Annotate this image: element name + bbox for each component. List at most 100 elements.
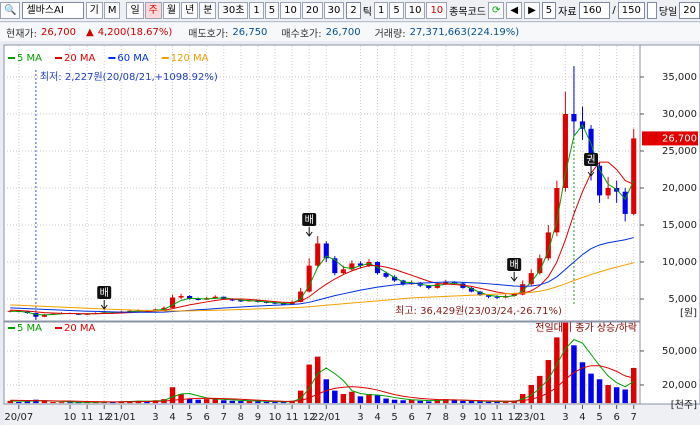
event-label: 배 [100,287,109,299]
max-count-input[interactable]: 150 [617,2,645,19]
volume-bar [16,401,22,404]
event-arrow [100,300,108,310]
tick-button[interactable]: 1 [373,2,389,19]
minute-button[interactable]: 10 [280,2,301,19]
candle-body [349,263,355,270]
period-button[interactable]: 주 [144,2,162,19]
minute-button[interactable]: 30초 [218,2,249,19]
x-tick-label: 4 [579,412,585,423]
tick-button[interactable]: 10 [404,2,426,19]
x-tick-label: 8 [443,412,449,423]
candle-body [494,296,500,298]
volume-bar [255,401,261,404]
period-button[interactable]: 월 [162,2,181,19]
y-tick-label: 15,000 [662,220,697,231]
refresh-button[interactable]: ⟳ [487,2,505,19]
y-tick-label: 50,000 [662,346,697,357]
volume-bar [110,402,116,404]
x-tick-label: 3 [562,412,568,423]
stock-name-input[interactable]: 셀바스AI [22,2,84,19]
code-label: 종목코드 [449,7,486,18]
toolbar-button[interactable]: 기 [85,2,103,19]
volume-bar [528,384,534,404]
volume-bar [426,401,432,404]
volume-bar [596,379,603,404]
minute-button[interactable]: 30 [323,2,345,19]
x-tick-label: 20/07 [4,412,33,423]
period-button[interactable]: 분 [199,2,217,19]
candle-body [340,269,346,274]
minute-button[interactable]: 20 [301,2,323,19]
search-button[interactable]: 🔍 [0,2,21,19]
volume-bar [332,390,338,404]
candle-body [520,284,526,295]
volume-bar [58,402,65,404]
tick-button[interactable]: 10 [426,2,448,19]
volume-bar [314,356,321,404]
candle-body [169,297,176,308]
volume-bar [400,400,406,404]
candle-body [631,138,637,214]
volume-bar [357,396,364,404]
low-note: 최저: 2,227원(20/08/21,+1098.92%) [40,71,218,83]
tick-button[interactable]: 5 [389,2,404,19]
volume-bar [622,389,628,404]
x-tick-label: 10 [64,412,77,423]
legend-label: 20 MA [64,53,96,64]
candle-body [622,191,628,214]
x-tick-label: 5 [596,412,602,423]
period-button[interactable]: 년 [181,2,199,19]
candle-body [357,263,363,266]
candle-body [187,296,193,299]
x-tick-label: 6 [408,412,414,423]
next-button[interactable]: ▶ [524,2,540,19]
x-tick-label: 3 [152,412,158,423]
minute-button[interactable]: 1 [249,2,264,19]
candle-body [528,273,534,285]
candle-body [392,276,398,281]
candle-body [178,296,184,298]
date-input[interactable]: 20 [679,2,700,19]
x-tick-label: 12 [303,412,316,423]
today-checkbox[interactable] [646,2,657,19]
volume-bar [391,399,398,404]
tick-count-input[interactable]: 2 [346,2,361,19]
minute-button[interactable]: 5 [264,2,280,19]
x-tick-label: 8 [238,412,244,423]
legend-label: 5 MA [17,323,42,334]
candle-body [537,258,543,274]
volume-bar [588,373,594,404]
x-tick-label: 11 [491,412,504,423]
toolbar-button[interactable]: M [103,2,121,19]
price-change: 4,200(18.67%) [97,26,173,38]
volume-bar [246,400,253,404]
x-tick-label: 12 [508,412,521,423]
candle-body [161,307,167,310]
volume-bar [203,399,210,404]
ma-line [10,237,634,313]
volume-bar [263,401,270,404]
ma-line [10,124,635,316]
up-arrow: ▲ [85,26,94,38]
volume-bar [605,384,611,404]
candle-body [571,113,577,122]
data-count-select[interactable]: 160 [578,2,611,19]
x-tick-label: 4 [374,412,380,423]
x-tick-label: 3 [357,412,363,423]
step-input[interactable]: 5 [541,2,557,19]
current-price-tag [642,131,698,146]
volume-panel [3,321,641,405]
period-button[interactable]: 일 [126,2,144,19]
volume-label: 거래량: [374,28,406,40]
volume-bar [229,400,236,404]
event-arrow [587,167,595,177]
legend-label: 5 MA [17,53,42,64]
prev-button[interactable]: ◀ [506,2,523,19]
current-price: 26,700 [40,26,76,38]
volume-bar [443,399,449,404]
x-tick-label: 12 [98,412,111,423]
event-box [97,286,112,299]
y-tick-label: 10,000 [662,257,697,268]
